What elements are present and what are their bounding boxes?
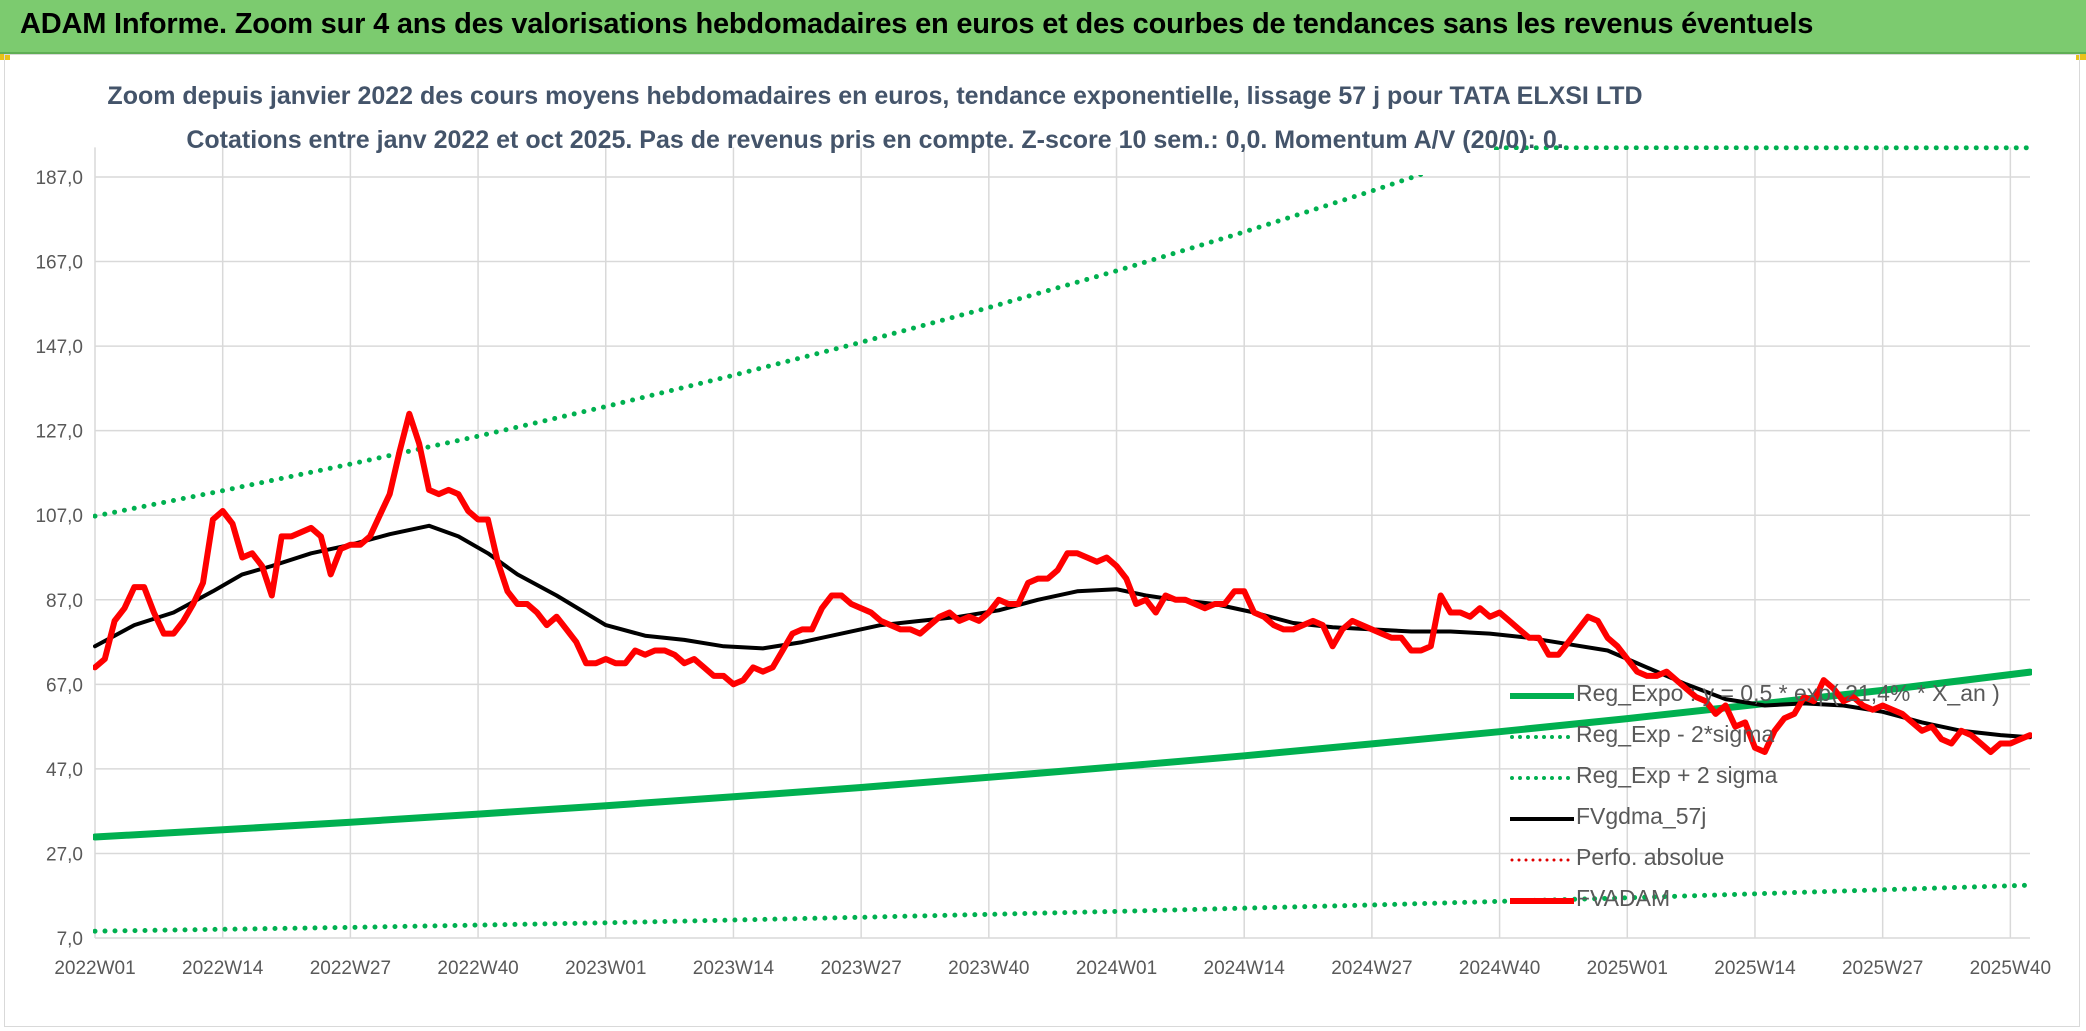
legend-item-fvadam: FVADAM [1510,882,1990,923]
legend-swatch-reg-expo [1510,693,1574,699]
chart-legend: Reg_Expo : y = 0,5 * exp( 21,4% * X_an )… [1510,677,2000,923]
legend-item-reg-exp-minus: Reg_Exp - 2*sigma [1510,718,1990,759]
legend-label: FVgdma_57j [1576,803,1707,829]
series-fvgdma-57j [93,523,2032,740]
y-axis: 187,0 167,0 147,0 127,0 107,0 87,0 67,0 47,0 27,… [35,168,83,950]
x-tick-label: 2023W40 [948,958,1029,979]
x-tick-label: 2024W40 [1459,958,1540,979]
series-reg-expo [93,668,2032,841]
legend-label: Reg_Exp - 2*sigma [1576,721,1775,747]
legend-label: Reg_Expo : y = 0,5 * exp( 21,4% * X_an ) [1576,680,2000,706]
x-tick-label: 2023W27 [820,958,901,979]
chart-title: Zoom depuis janvier 2022 des cours moyen… [107,82,1643,110]
y-tick-label: 47,0 [46,760,83,781]
legend-label: Reg_Exp + 2 sigma [1576,762,1778,788]
series-reg-exp-minus-2sigma [93,882,2032,934]
x-axis: 2022W01 2022W14 2022W27 2022W40 2023W01 2023W… [54,958,2051,979]
series-lines [93,145,2032,934]
y-tick-label: 7,0 [57,929,83,950]
legend-item-reg-exp-plus: Reg_Exp + 2 sigma [1510,759,1990,800]
x-tick-label: 2024W14 [1204,958,1286,979]
series-fvadam [93,410,2032,755]
legend-item-perfo: Perfo. absolue [1510,841,1990,882]
legend-label: FVADAM [1576,885,1671,911]
x-tick-label: 2023W01 [565,958,646,979]
x-tick-label: 2022W14 [182,958,264,979]
legend-swatch-fvadam [1510,898,1574,904]
y-tick-label: 167,0 [35,253,83,274]
legend-item-fvgdma: FVgdma_57j [1510,800,1990,841]
x-tick-label: 2025W40 [1970,958,2051,979]
chart-frame [4,54,2080,1027]
corner-mark-right [2076,54,2086,60]
y-tick-label: 147,0 [35,337,83,358]
x-tick-label: 2022W27 [310,958,391,979]
legend-swatch-reg-exp-minus [1510,735,1574,739]
x-tick-label: 2023W14 [693,958,775,979]
corner-mark-left [0,54,10,60]
y-tick-label: 127,0 [35,422,83,443]
y-tick-label: 87,0 [46,591,83,612]
legend-swatch-reg-exp-plus [1510,776,1574,780]
series-reg-exp-plus-2sigma [93,145,2032,519]
gridlines [94,147,2030,939]
x-tick-label: 2022W40 [437,958,518,979]
chart-subtitle: Cotations entre janv 2022 et oct 2025. P… [186,126,1564,154]
y-tick-label: 27,0 [46,844,83,865]
x-tick-label: 2022W01 [54,958,135,979]
legend-swatch-fvgdma [1510,817,1574,821]
legend-swatch-perfo [1510,858,1574,862]
x-tick-label: 2024W01 [1076,958,1157,979]
legend-item-reg-expo: Reg_Expo : y = 0,5 * exp( 21,4% * X_an ) [1510,677,2000,718]
y-tick-label: 67,0 [46,675,83,696]
y-tick-label: 187,0 [35,168,83,189]
report-title: ADAM Informe. Zoom sur 4 ans des valoris… [20,8,1814,40]
report-banner: ADAM Informe. Zoom sur 4 ans des valoris… [0,0,2086,54]
legend-label: Perfo. absolue [1576,844,1725,870]
x-tick-label: 2025W01 [1587,958,1668,979]
x-tick-label: 2024W27 [1331,958,1412,979]
y-tick-label: 107,0 [35,506,83,527]
x-tick-label: 2025W14 [1714,958,1796,979]
x-tick-label: 2025W27 [1842,958,1923,979]
